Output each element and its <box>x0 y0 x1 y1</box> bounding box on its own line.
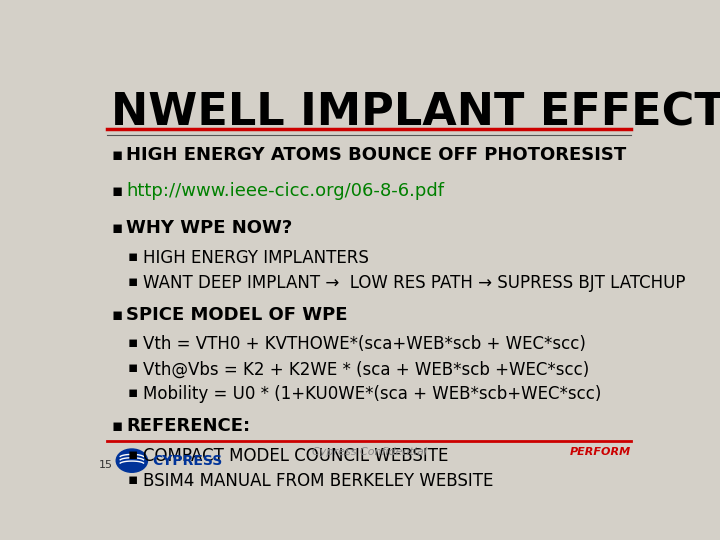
Text: ▪: ▪ <box>111 306 122 323</box>
Text: http://www.ieee-cicc.org/06-8-6.pdf: http://www.ieee-cicc.org/06-8-6.pdf <box>126 183 444 200</box>
Text: ▪: ▪ <box>128 360 138 375</box>
Text: HIGH ENERGY IMPLANTERS: HIGH ENERGY IMPLANTERS <box>143 249 369 267</box>
Text: ▪: ▪ <box>111 417 122 435</box>
Text: ▪: ▪ <box>128 447 138 462</box>
Text: ▪: ▪ <box>128 274 138 289</box>
Text: SPICE MODEL OF WPE: SPICE MODEL OF WPE <box>126 306 348 323</box>
Text: ▪: ▪ <box>128 335 138 350</box>
Text: PERFORM: PERFORM <box>570 447 631 457</box>
Text: REFERENCE:: REFERENCE: <box>126 417 251 435</box>
Text: Vth = VTH0 + KVTHOWE*(sca+WEB*scb + WEC*scc): Vth = VTH0 + KVTHOWE*(sca+WEB*scb + WEC*… <box>143 335 586 354</box>
Text: WANT DEEP IMPLANT →  LOW RES PATH → SUPRESS BJT LATCHUP: WANT DEEP IMPLANT → LOW RES PATH → SUPRE… <box>143 274 685 292</box>
Circle shape <box>116 449 148 472</box>
Text: ▪: ▪ <box>128 386 138 400</box>
Text: ▪: ▪ <box>111 219 122 237</box>
Text: 15: 15 <box>99 460 112 470</box>
Text: ▪: ▪ <box>111 183 122 200</box>
Text: Mobility = U0 * (1+KU0WE*(sca + WEB*scb+WEC*scc): Mobility = U0 * (1+KU0WE*(sca + WEB*scb+… <box>143 386 601 403</box>
Text: WHY WPE NOW?: WHY WPE NOW? <box>126 219 292 237</box>
Text: COMPACT MODEL COUNCIL WEBSITE: COMPACT MODEL COUNCIL WEBSITE <box>143 447 449 465</box>
Text: BSIM4 MANUAL FROM BERKELEY WEBSITE: BSIM4 MANUAL FROM BERKELEY WEBSITE <box>143 472 493 490</box>
Text: Cypress Confidential: Cypress Confidential <box>312 447 426 457</box>
Text: HIGH ENERGY ATOMS BOUNCE OFF PHOTORESIST: HIGH ENERGY ATOMS BOUNCE OFF PHOTORESIST <box>126 146 626 164</box>
Text: NWELL IMPLANT EFFECTS CMOS: NWELL IMPLANT EFFECTS CMOS <box>111 92 720 135</box>
Text: ▪: ▪ <box>128 249 138 264</box>
Text: CYPRESS: CYPRESS <box>152 454 222 468</box>
Text: ▪: ▪ <box>128 472 138 487</box>
Text: Vth@Vbs = K2 + K2WE * (sca + WEB*scb +WEC*scc): Vth@Vbs = K2 + K2WE * (sca + WEB*scb +WE… <box>143 360 589 379</box>
Text: ▪: ▪ <box>111 146 122 164</box>
